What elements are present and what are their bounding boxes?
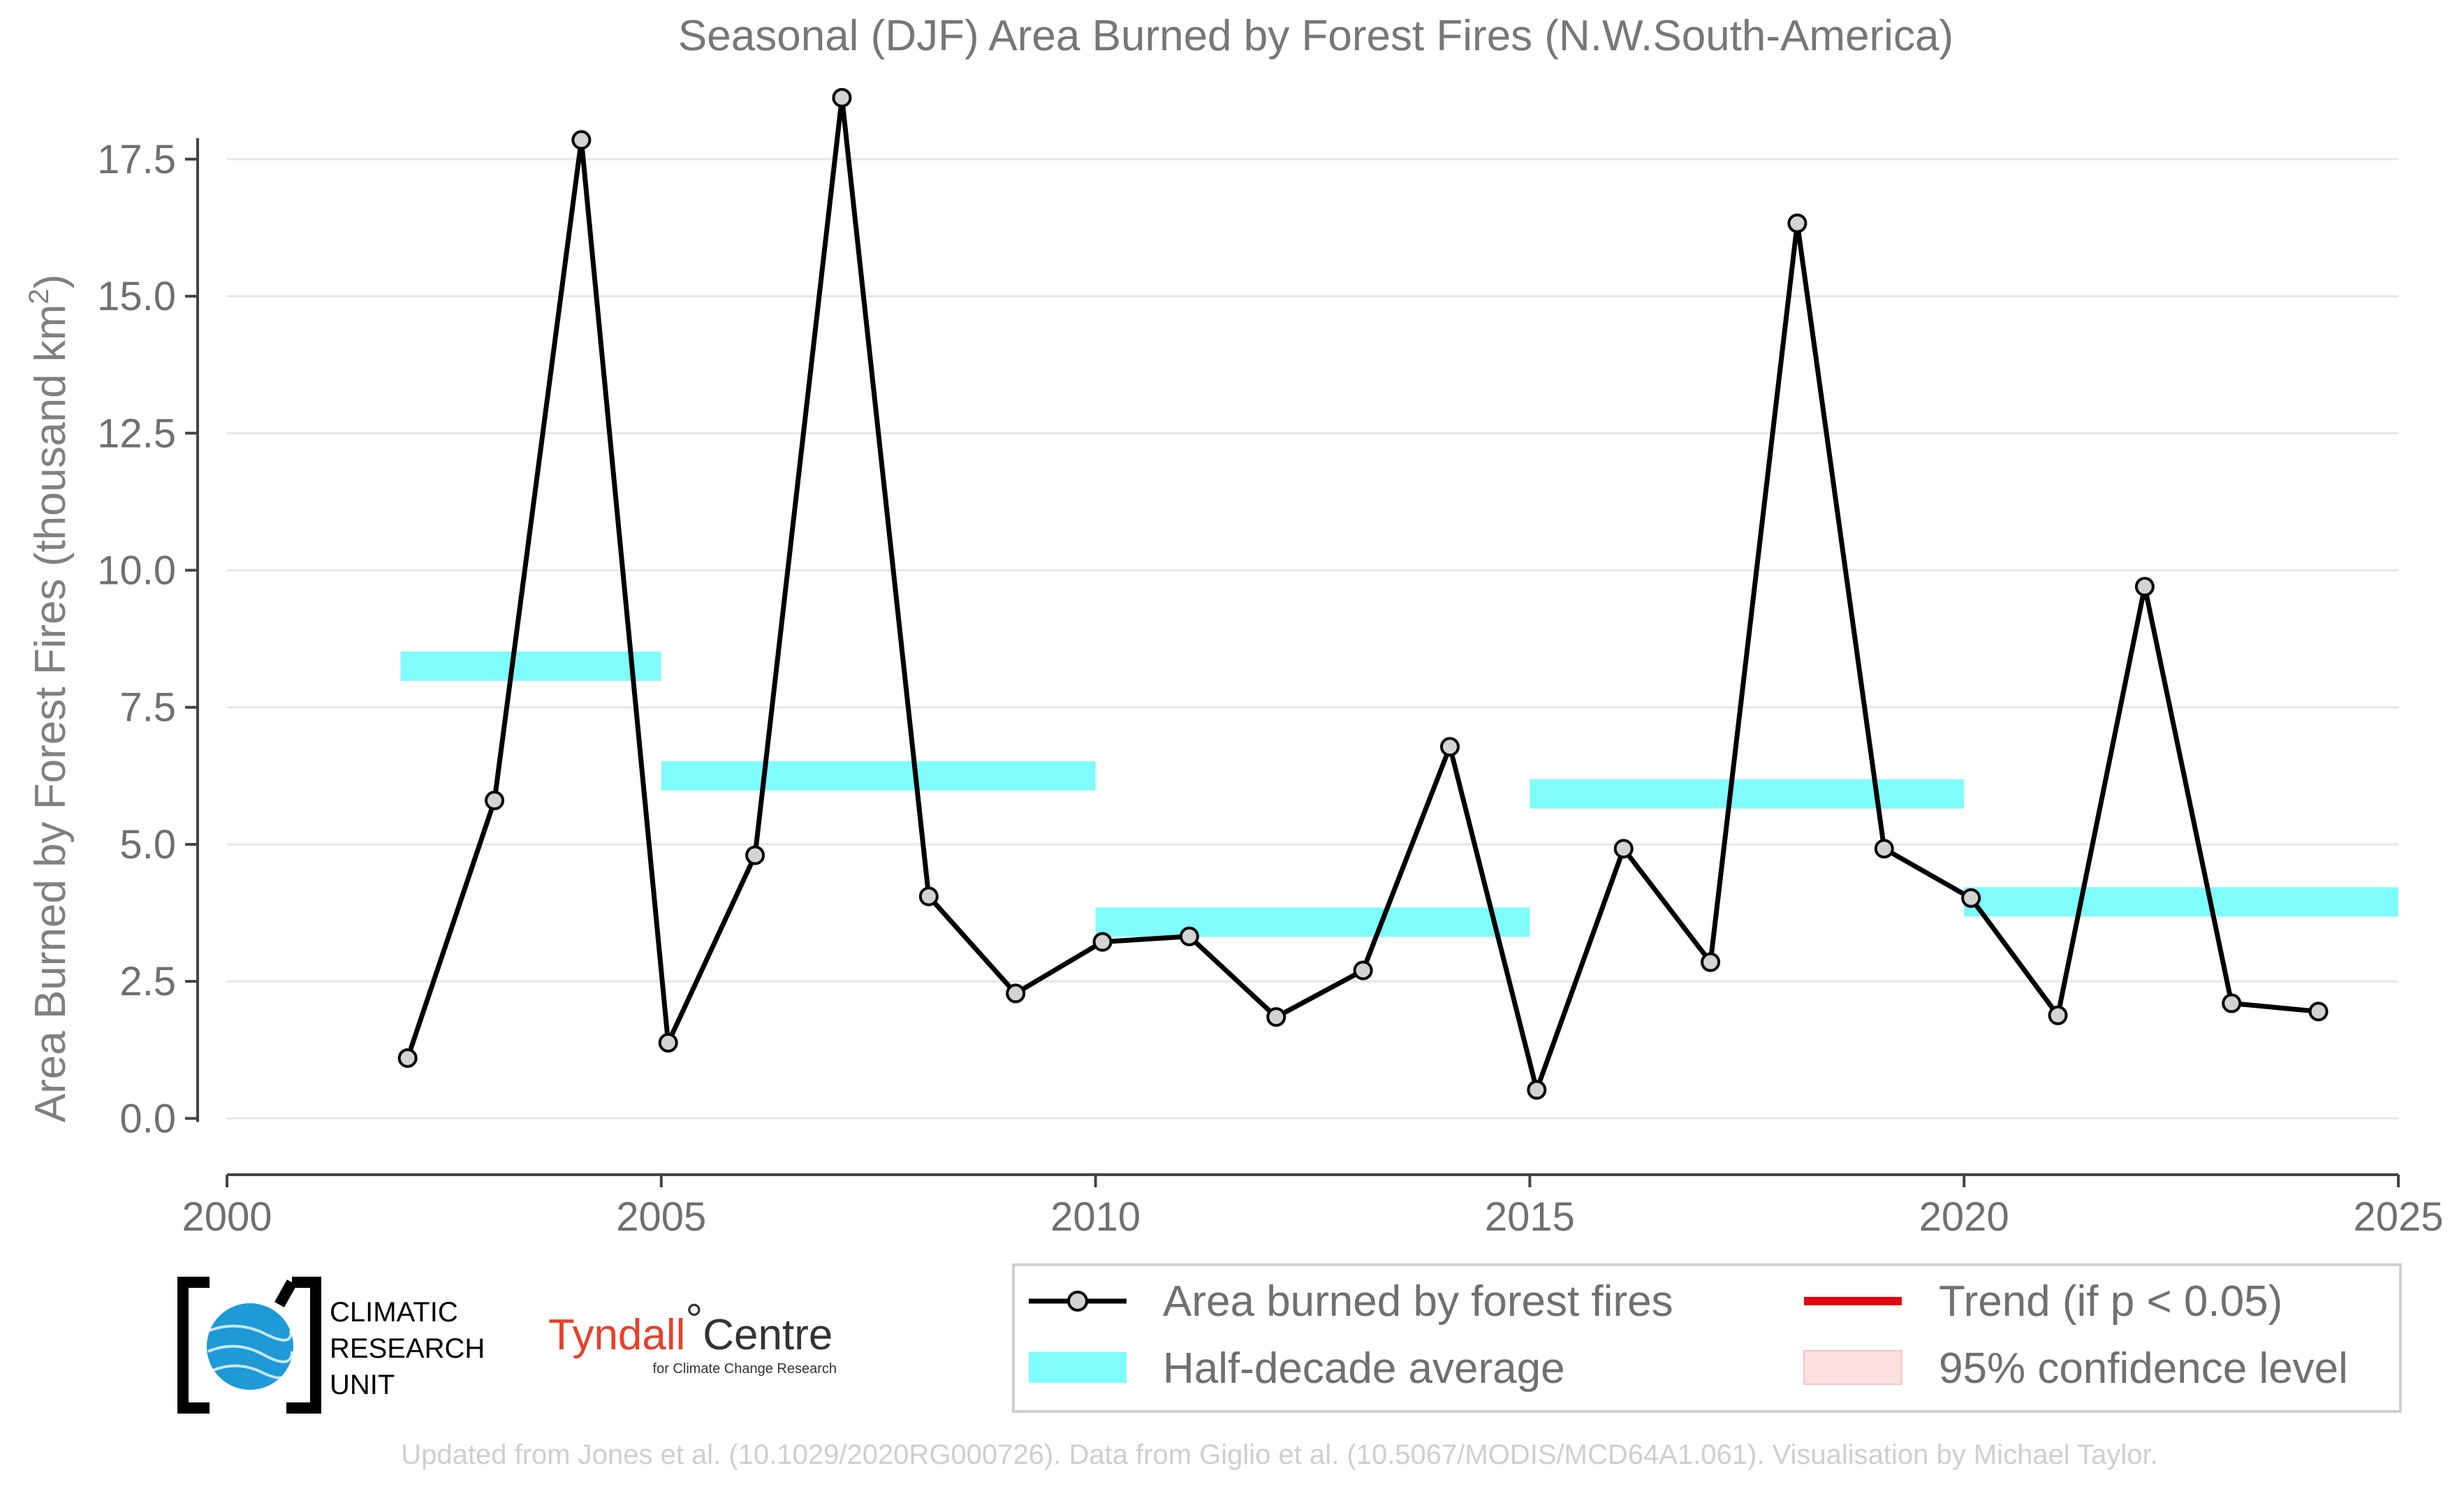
data-point [1353,960,1373,981]
tyndall-logo: Tyndall°Centre for Climate Change Resear… [548,1296,837,1377]
y-tick-label: 15.0 [97,274,176,319]
x-tick-label: 2015 [1485,1194,1575,1240]
y-tick-label: 5.0 [119,822,176,867]
data-point [1179,926,1199,946]
cru-logo: CLIMATIC RESEARCH UNIT [177,1277,485,1414]
half-decade-band [1095,907,1530,937]
half-decade-band [661,761,1096,791]
x-tick-label: 2025 [2353,1194,2443,1240]
y-tick-label: 10.0 [97,548,176,594]
legend-confidence-swatch [1803,1350,1902,1385]
y-tick-label: 2.5 [119,959,176,1004]
data-point [1961,888,1981,908]
credit-line: Updated from Jones et al. (10.1029/2020R… [401,1439,2157,1470]
data-point [1613,839,1634,859]
y-axis-label-end: ) [27,274,75,289]
half-decade-band [400,651,661,681]
cru-line-2: RESEARCH [330,1333,485,1364]
axes [185,138,2400,1187]
tyndall-degree: ° [685,1296,703,1344]
tyndall-centre: Centre [703,1311,833,1359]
data-point [1527,1080,1547,1100]
y-axis-label-main: Area Burned by Forest Fires (thousand km [27,305,75,1123]
half-decade-band [1530,779,1965,809]
globe-wave-icon [207,1324,293,1379]
x-tick-label: 2000 [182,1194,272,1240]
cru-line-3: UNIT [330,1370,395,1400]
area-burned-line [405,97,2319,1099]
legend: Area burned by forest fires Half-decade … [1012,1263,2402,1413]
tyndall-wordmark: Tyndall°Centre [548,1296,833,1359]
chart-title: Seasonal (DJF) Area Burned by Forest Fir… [678,12,1953,60]
y-tick-label: 0.0 [119,1096,176,1141]
data-point [397,1048,418,1069]
data-point [2134,577,2155,597]
tick-labels: 0.0 2.5 5.0 7.5 10.0 12.5 15.0 17.5 2000 2005 2010… [97,137,2443,1240]
data-point [1006,983,1026,1004]
data-point [832,87,852,108]
legend-frame [1012,1263,2402,1413]
data-point [2308,1002,2329,1022]
legend-label-area-burned: Area burned by forest fires [1163,1277,1673,1326]
series [397,87,2329,1100]
y-axis-label: Area Burned by Forest Fires (thousand km… [24,274,75,1123]
y-tick-label: 7.5 [119,685,176,731]
x-tick-label: 2005 [616,1194,706,1240]
cru-bracket-left-icon [177,1277,210,1414]
legend-marker-point [1067,1291,1088,1312]
x-tick-label: 2010 [1050,1194,1141,1240]
y-axis-label-superscript: 2 [24,288,54,304]
data-point [1092,932,1113,952]
data-point [658,1033,678,1053]
gridlines [227,158,2398,1120]
data-point [1787,213,1807,233]
cru-line-1: CLIMATIC [330,1297,458,1328]
data-point [1266,1007,1286,1027]
data-point [1874,839,1894,859]
half-decade-bands [400,651,2398,937]
half-decade-band [1964,887,2398,917]
data-point [2222,993,2242,1013]
y-tick-label: 17.5 [97,137,176,182]
data-point [1439,737,1460,757]
y-tick-label: 12.5 [97,411,176,456]
data-point [918,886,939,907]
data-point [745,845,765,865]
legend-label-trend: Trend (if p < 0.05) [1939,1277,2282,1326]
data-point [2048,1005,2068,1025]
data-point [571,130,592,150]
legend-band-swatch [1029,1352,1127,1383]
legend-label-confidence: 95% confidence level [1939,1344,2348,1393]
data-point [485,791,505,811]
cru-bracket-right-icon [286,1277,321,1414]
cru-bracket-slash-icon [274,1279,297,1307]
legend-label-half-decade: Half-decade average [1163,1344,1565,1393]
tyndall-subtitle: for Climate Change Research [653,1361,837,1377]
x-tick-label: 2020 [1919,1194,2009,1240]
tyndall-name: Tyndall [548,1311,685,1359]
data-point [1701,952,1721,972]
